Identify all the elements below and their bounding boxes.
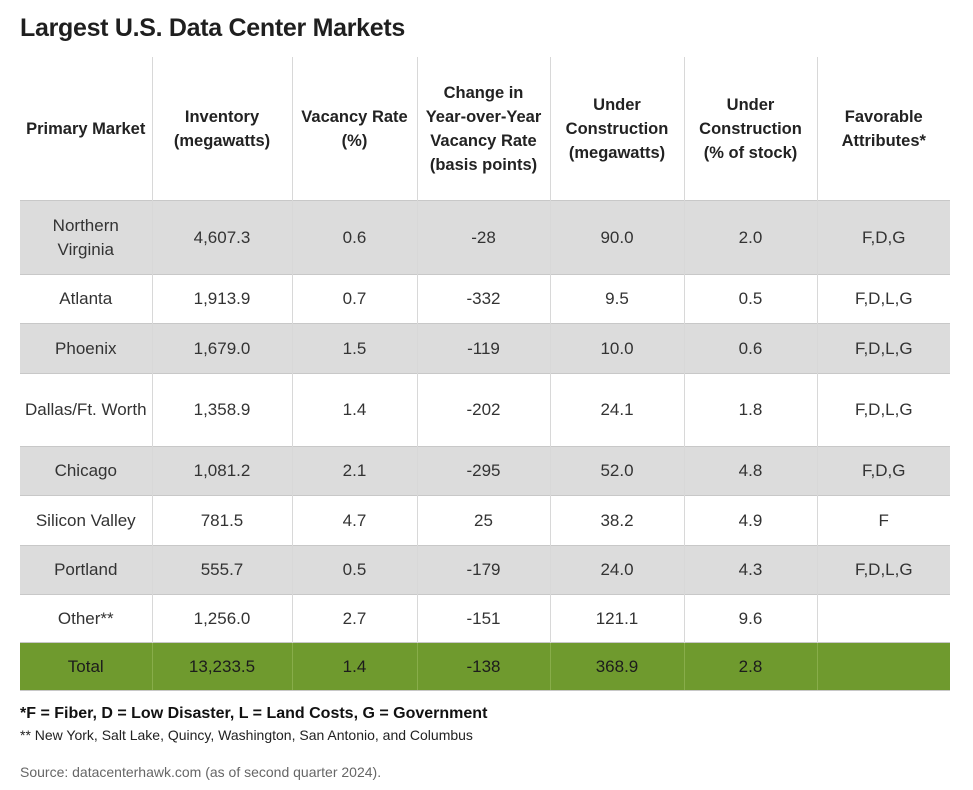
attributes-cell: F [816, 495, 950, 546]
under-construction-pct-cell: 0.6 [683, 323, 817, 374]
vacancy-change-cell: -295 [416, 446, 550, 496]
total-under-construction-pct-cell: 2.8 [683, 642, 817, 691]
under-construction-mw-cell: 24.1 [549, 373, 684, 447]
attributes-footnote: *F = Fiber, D = Low Disaster, L = Land C… [20, 705, 488, 722]
data-center-markets-table: Primary Market Inventory (megawatts) Vac… [20, 57, 950, 691]
under-construction-mw-cell: 52.0 [549, 446, 684, 496]
inventory-cell: 555.7 [151, 545, 292, 595]
table-row: Northern Virginia 4,607.3 0.6 -28 90.0 2… [20, 200, 950, 275]
total-under-construction-mw-cell: 368.9 [549, 642, 684, 691]
column-header-favorable-attributes: Favorable Attributes* [816, 57, 950, 201]
total-attributes-cell [816, 642, 950, 691]
vacancy-rate-cell: 1.4 [291, 373, 417, 447]
vacancy-rate-cell: 0.6 [291, 200, 417, 275]
inventory-cell: 781.5 [151, 495, 292, 546]
market-cell: Chicago [20, 446, 152, 496]
attributes-cell: F,D,G [816, 446, 950, 496]
vacancy-change-cell: -28 [416, 200, 550, 275]
under-construction-mw-cell: 90.0 [549, 200, 684, 275]
under-construction-pct-cell: 4.9 [683, 495, 817, 546]
table-row: Other** 1,256.0 2.7 -151 121.1 9.6 [20, 594, 950, 643]
market-cell: Phoenix [20, 323, 152, 374]
inventory-cell: 1,913.9 [151, 274, 292, 324]
vacancy-change-cell: -332 [416, 274, 550, 324]
table-row: Dallas/Ft. Worth 1,358.9 1.4 -202 24.1 1… [20, 373, 950, 447]
table-row: Silicon Valley 781.5 4.7 25 38.2 4.9 F [20, 495, 950, 546]
vacancy-rate-cell: 2.1 [291, 446, 417, 496]
under-construction-mw-cell: 121.1 [549, 594, 684, 643]
column-header-inventory: Inventory (megawatts) [151, 57, 292, 201]
column-header-vacancy-rate: Vacancy Rate (%) [291, 57, 417, 201]
market-cell: Atlanta [20, 274, 152, 324]
vacancy-change-cell: -179 [416, 545, 550, 595]
attributes-cell: F,D,L,G [816, 323, 950, 374]
under-construction-mw-cell: 24.0 [549, 545, 684, 595]
attributes-cell: F,D,L,G [816, 274, 950, 324]
attributes-cell: F,D,L,G [816, 373, 950, 447]
under-construction-pct-cell: 0.5 [683, 274, 817, 324]
market-cell: Other** [20, 594, 152, 643]
under-construction-pct-cell: 2.0 [683, 200, 817, 275]
under-construction-mw-cell: 38.2 [549, 495, 684, 546]
table-row: Chicago 1,081.2 2.1 -295 52.0 4.8 F,D,G [20, 446, 950, 496]
table-row: Atlanta 1,913.9 0.7 -332 9.5 0.5 F,D,L,G [20, 274, 950, 324]
vacancy-change-cell: -119 [416, 323, 550, 374]
under-construction-pct-cell: 4.8 [683, 446, 817, 496]
attributes-cell [816, 594, 950, 643]
total-label-cell: Total [20, 642, 152, 691]
inventory-cell: 4,607.3 [151, 200, 292, 275]
vacancy-change-cell: 25 [416, 495, 550, 546]
attributes-cell: F,D,L,G [816, 545, 950, 595]
market-cell: Portland [20, 545, 152, 595]
column-header-primary-market: Primary Market [26, 119, 146, 138]
vacancy-change-cell: -151 [416, 594, 550, 643]
inventory-cell: 1,256.0 [151, 594, 292, 643]
market-cell: Northern Virginia [20, 200, 152, 275]
under-construction-mw-cell: 9.5 [549, 274, 684, 324]
column-header-under-construction-mw: Under Construction (megawatts) [549, 57, 684, 201]
attributes-cell: F,D,G [816, 200, 950, 275]
vacancy-rate-cell: 0.7 [291, 274, 417, 324]
inventory-cell: 1,358.9 [151, 373, 292, 447]
under-construction-mw-cell: 10.0 [549, 323, 684, 374]
column-header-vacancy-change: Change in Year-over-Year Vacancy Rate (b… [416, 57, 550, 201]
inventory-cell: 1,081.2 [151, 446, 292, 496]
header-row: Primary Market Inventory (megawatts) Vac… [20, 57, 950, 201]
page-title: Largest U.S. Data Center Markets [20, 14, 405, 42]
market-cell: Dallas/Ft. Worth [20, 373, 152, 447]
under-construction-pct-cell: 1.8 [683, 373, 817, 447]
under-construction-pct-cell: 4.3 [683, 545, 817, 595]
total-vacancy-rate-cell: 1.4 [291, 642, 417, 691]
total-vacancy-change-cell: -138 [416, 642, 550, 691]
source-note: Source: datacenterhawk.com (as of second… [20, 764, 382, 780]
vacancy-rate-cell: 2.7 [291, 594, 417, 643]
total-inventory-cell: 13,233.5 [151, 642, 292, 691]
vacancy-rate-cell: 0.5 [291, 545, 417, 595]
vacancy-change-cell: -202 [416, 373, 550, 447]
vacancy-rate-cell: 1.5 [291, 323, 417, 374]
total-row: Total 13,233.5 1.4 -138 368.9 2.8 [20, 642, 950, 691]
vacancy-rate-cell: 4.7 [291, 495, 417, 546]
under-construction-pct-cell: 9.6 [683, 594, 817, 643]
table-row: Phoenix 1,679.0 1.5 -119 10.0 0.6 F,D,L,… [20, 323, 950, 374]
inventory-cell: 1,679.0 [151, 323, 292, 374]
other-markets-footnote: ** New York, Salt Lake, Quincy, Washingt… [20, 727, 473, 743]
market-cell: Silicon Valley [20, 495, 152, 546]
table-row: Portland 555.7 0.5 -179 24.0 4.3 F,D,L,G [20, 545, 950, 595]
column-header-under-construction-pct: Under Construction (% of stock) [683, 57, 817, 201]
